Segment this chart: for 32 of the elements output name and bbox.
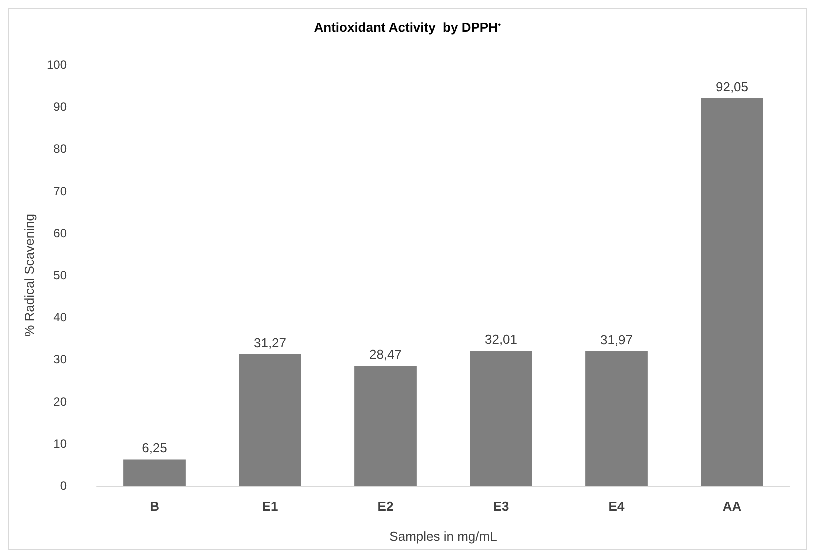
bar [124, 460, 186, 486]
y-axis-title: % Radical Scavening [22, 214, 38, 337]
bar [701, 98, 764, 486]
y-tick-label: 70 [54, 184, 68, 198]
bar [354, 366, 417, 486]
y-tick-label: 10 [54, 436, 68, 451]
y-tick-label: 60 [54, 226, 68, 240]
data-label: 32,01 [484, 332, 518, 348]
y-tick-label: 0 [60, 479, 68, 493]
data-label: 28,47 [369, 347, 402, 362]
bar [470, 351, 532, 486]
bar [239, 354, 302, 486]
x-tick-label: E2 [378, 499, 394, 514]
y-tick-label: 90 [54, 100, 68, 114]
x-tick-label: E1 [262, 499, 278, 514]
chart-title: Antioxidant Activity by DPPH• [314, 20, 502, 35]
bar [586, 351, 648, 486]
data-label: 92,05 [716, 79, 749, 94]
x-tick-label: E4 [608, 499, 626, 514]
y-tick-label: 20 [54, 394, 68, 409]
y-tick-label: 100 [46, 58, 68, 72]
x-tick-label: B [150, 499, 160, 514]
data-label: 31,97 [600, 332, 634, 348]
x-axis-title: Samples in mg/mL [390, 529, 498, 544]
y-tick-label: 40 [54, 310, 68, 325]
x-tick-label: E3 [493, 499, 510, 514]
y-tick-label: 30 [54, 352, 68, 367]
x-tick-label: AA [722, 499, 742, 514]
data-label: 6,25 [142, 440, 168, 456]
y-tick-label: 50 [54, 268, 68, 282]
data-label: 31,27 [254, 335, 287, 350]
y-tick-label: 80 [54, 142, 68, 156]
